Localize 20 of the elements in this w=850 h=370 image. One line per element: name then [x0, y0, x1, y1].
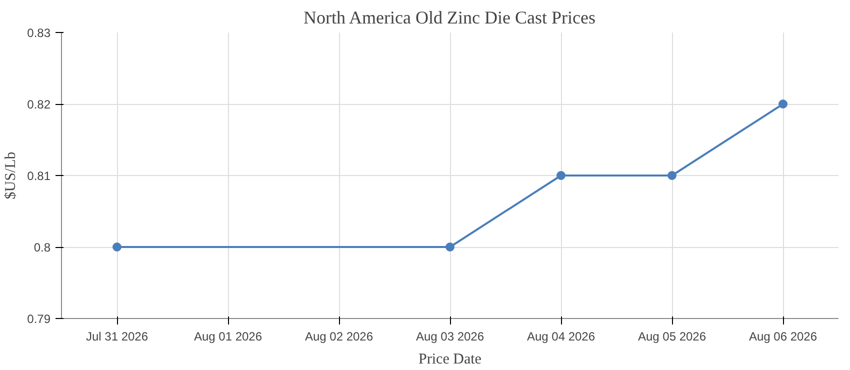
y-tick-label: 0.81	[27, 169, 51, 183]
y-axis-title: $US/Lb	[3, 152, 20, 200]
point	[778, 100, 788, 108]
x-tick-label: Aug 01 2026	[194, 330, 262, 344]
x-tick-label: Aug 06 2026	[748, 330, 818, 344]
x-tick-label: Aug 05 2026	[638, 330, 706, 344]
y-tick-label: 0.8	[34, 240, 51, 254]
x-tick-label: Aug 04 2026	[526, 330, 596, 344]
y-tick-label: 0.79	[27, 312, 51, 326]
point	[112, 242, 122, 252]
chart-title: North America Old Zinc Die Cast Prices	[304, 8, 596, 28]
point	[668, 171, 676, 180]
point	[556, 171, 566, 180]
y-tick-label: 0.82	[27, 98, 51, 112]
x-axis-title: Price Date	[418, 352, 482, 368]
point	[446, 242, 454, 252]
x-tick-label: Jul 31 2026	[86, 330, 148, 344]
x-tick-label: Aug 03 2026	[416, 330, 484, 344]
y-tick-label: 0.83	[27, 26, 51, 40]
x-tick-label: Aug 02 2026	[304, 330, 374, 344]
